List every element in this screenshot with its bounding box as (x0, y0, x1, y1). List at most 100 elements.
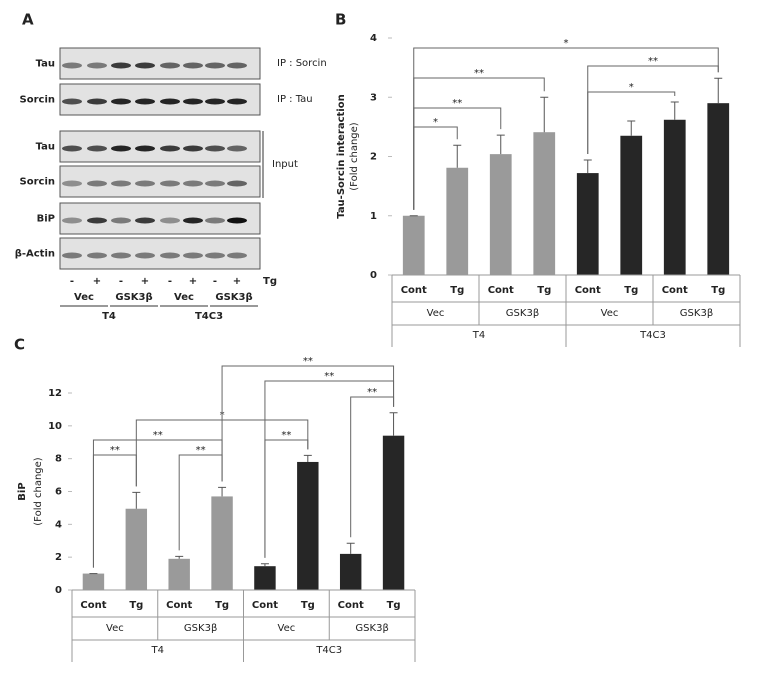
treatment-sign: + (189, 276, 197, 287)
significance-label: ** (452, 98, 462, 109)
blot-strip (59, 237, 261, 270)
blot-band (87, 180, 107, 187)
bar (82, 573, 105, 590)
blot-band (205, 62, 225, 69)
x-tick-label: Cont (662, 285, 688, 296)
significance-label: * (564, 38, 569, 49)
bar (339, 553, 362, 590)
error-bar (218, 486, 227, 497)
significance-bracket (587, 65, 719, 155)
significance-label: ** (474, 68, 484, 79)
y-tick-label: 10 (48, 421, 62, 432)
significance-label: ** (648, 56, 658, 67)
x-tick-label: Cont (488, 285, 514, 296)
error-bar (260, 563, 269, 567)
significance-label: * (629, 82, 634, 93)
y-tick-label: 6 (55, 487, 62, 498)
y-tick-label: 0 (370, 270, 377, 281)
ip-label: IP : Tau (277, 94, 313, 105)
blot-band (227, 180, 247, 187)
bar (446, 167, 469, 275)
x-tick-label: Tg (624, 285, 638, 296)
blot-band (183, 180, 203, 187)
error-bar (670, 101, 679, 120)
bar (489, 154, 512, 275)
cell-line-label: T4 (151, 645, 164, 656)
y-axis-label: Tau-Sorcin interaction (336, 94, 347, 218)
y-axis-label: BiP (17, 482, 28, 500)
row-label: Tau (36, 142, 55, 153)
group-label: GSK3β (355, 623, 388, 634)
blot-band (160, 98, 180, 105)
blot-band (135, 217, 155, 224)
blot-band (62, 145, 82, 152)
construct-label: Vec (74, 292, 94, 303)
x-tick-label: Cont (252, 600, 278, 611)
significance-bracket (587, 91, 676, 155)
error-bar (346, 542, 355, 554)
significance-bracket (350, 396, 395, 538)
significance-label: ** (196, 445, 206, 456)
row-label: BiP (37, 214, 55, 225)
error-bar (303, 454, 312, 462)
blot-band (87, 217, 107, 224)
panel-letter: C (14, 336, 25, 354)
blot-band (227, 217, 247, 224)
significance-label: * (433, 117, 438, 128)
construct-label: GSK3β (215, 292, 252, 303)
blot-band (135, 145, 155, 152)
x-tick-label: Cont (166, 600, 192, 611)
blot-band (111, 217, 131, 224)
blot-band (227, 252, 247, 259)
treatment-sign: + (141, 276, 149, 287)
significance-label: ** (367, 387, 377, 398)
blot-band (87, 98, 107, 105)
x-tick-label: Tg (387, 600, 401, 611)
blot-band (227, 145, 247, 152)
bar (211, 496, 233, 590)
blot-band (62, 217, 82, 224)
blot-band (87, 62, 107, 69)
group-label: Vec (106, 623, 124, 634)
blot-band (205, 145, 225, 152)
error-bar (453, 144, 462, 168)
treatment-sign: - (70, 276, 74, 287)
y-tick-label: 1 (370, 211, 377, 222)
significance-bracket (264, 380, 395, 558)
blot-band (62, 252, 82, 259)
significance-label: ** (281, 430, 291, 441)
blot-band (205, 217, 225, 224)
blot-band (111, 145, 131, 152)
row-label: Sorcin (20, 177, 55, 188)
blot-band (135, 180, 155, 187)
blot-band (160, 145, 180, 152)
blot-band (183, 62, 203, 69)
significance-label: ** (303, 356, 313, 367)
error-bar (583, 159, 592, 174)
blot-band (87, 145, 107, 152)
bar (576, 173, 599, 275)
group-label: GSK3β (184, 623, 217, 634)
error-bar (714, 77, 723, 104)
bar (254, 566, 276, 590)
blot-band (160, 252, 180, 259)
y-tick-label: 2 (370, 152, 377, 163)
bar (402, 215, 425, 275)
bar (382, 435, 405, 590)
x-tick-label: Tg (450, 285, 464, 296)
x-tick-label: Tg (301, 600, 315, 611)
x-tick-label: Tg (537, 285, 551, 296)
y-tick-label: 12 (48, 388, 62, 399)
cell-line-label: T4C3 (315, 645, 342, 656)
x-tick-label: Tg (129, 600, 143, 611)
construct-label: Vec (174, 292, 194, 303)
blot-band (160, 217, 180, 224)
blot-band (183, 145, 203, 152)
cell-line-label: T4C3 (639, 330, 666, 341)
panel-letter: B (335, 11, 346, 29)
row-label: Sorcin (20, 95, 55, 106)
row-label: Tau (36, 59, 55, 70)
y-tick-label: 8 (55, 454, 62, 465)
group-label: Vec (278, 623, 296, 634)
